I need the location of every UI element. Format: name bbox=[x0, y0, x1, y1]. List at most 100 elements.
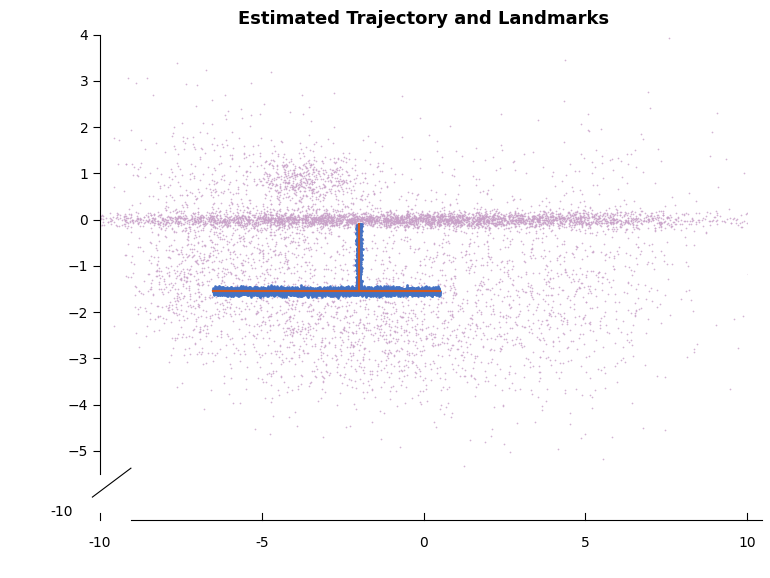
Point bbox=[336, 242, 348, 251]
Point bbox=[274, 233, 286, 242]
Point bbox=[310, 206, 323, 216]
Point bbox=[664, 310, 676, 319]
Point bbox=[533, 368, 545, 377]
Point bbox=[458, 371, 470, 380]
Point bbox=[322, 213, 334, 222]
Point bbox=[373, 216, 386, 225]
Point bbox=[500, 234, 513, 243]
Point bbox=[450, 253, 462, 262]
Point bbox=[187, 325, 199, 335]
Point bbox=[500, 291, 513, 301]
Point bbox=[310, 187, 322, 197]
Point bbox=[402, 362, 414, 372]
Point bbox=[432, 217, 444, 227]
Point bbox=[357, 362, 370, 371]
Point bbox=[261, 256, 273, 265]
Point bbox=[343, 183, 355, 192]
Point bbox=[179, 268, 191, 277]
Point bbox=[286, 180, 298, 190]
Point bbox=[448, 206, 460, 216]
Point bbox=[392, 335, 404, 344]
Point bbox=[142, 209, 154, 218]
Point bbox=[311, 204, 323, 213]
Point bbox=[231, 262, 243, 271]
Point bbox=[302, 215, 314, 224]
Point bbox=[293, 353, 305, 362]
Point bbox=[472, 219, 484, 228]
Point bbox=[614, 223, 627, 232]
Point bbox=[340, 317, 353, 327]
Point bbox=[606, 209, 618, 218]
Point bbox=[428, 418, 440, 427]
Point bbox=[413, 214, 426, 224]
Point bbox=[200, 65, 213, 75]
Point bbox=[241, 203, 253, 212]
Point bbox=[511, 272, 524, 281]
Point bbox=[305, 211, 317, 220]
Point bbox=[432, 215, 444, 224]
Point bbox=[430, 309, 443, 318]
Point bbox=[556, 240, 568, 249]
Point bbox=[494, 214, 507, 224]
Point bbox=[278, 308, 290, 317]
Point bbox=[361, 214, 373, 223]
Point bbox=[482, 284, 494, 293]
Point bbox=[506, 216, 518, 225]
Point bbox=[567, 213, 579, 223]
Point bbox=[191, 193, 203, 202]
Point bbox=[393, 357, 406, 366]
Point bbox=[422, 323, 434, 332]
Point bbox=[556, 219, 568, 228]
Point bbox=[706, 216, 718, 225]
Point bbox=[343, 312, 356, 321]
Point bbox=[696, 215, 708, 224]
Point bbox=[226, 209, 239, 218]
Point bbox=[319, 334, 331, 343]
Point bbox=[413, 113, 426, 122]
Point bbox=[575, 216, 588, 225]
Point bbox=[436, 216, 448, 225]
Point bbox=[387, 214, 400, 223]
Point bbox=[434, 213, 447, 222]
Point bbox=[439, 220, 451, 229]
Point bbox=[512, 217, 524, 227]
Point bbox=[288, 269, 300, 278]
Point bbox=[594, 222, 607, 231]
Point bbox=[417, 223, 429, 232]
Point bbox=[496, 218, 508, 228]
Point bbox=[214, 344, 226, 354]
Point bbox=[413, 398, 426, 407]
Point bbox=[467, 209, 479, 218]
Point bbox=[442, 216, 454, 225]
Point bbox=[487, 215, 500, 224]
Point bbox=[132, 208, 145, 217]
Point bbox=[330, 177, 342, 186]
Point bbox=[556, 218, 568, 228]
Point bbox=[439, 221, 451, 230]
Point bbox=[188, 297, 200, 306]
Point bbox=[293, 197, 305, 206]
Point bbox=[424, 221, 436, 230]
Point bbox=[181, 134, 193, 143]
Point bbox=[591, 214, 603, 223]
Point bbox=[413, 210, 425, 220]
Point bbox=[313, 313, 326, 322]
Point bbox=[286, 211, 298, 220]
Point bbox=[293, 183, 306, 192]
Point bbox=[374, 321, 387, 331]
Point bbox=[430, 136, 443, 146]
Point bbox=[532, 115, 544, 124]
Point bbox=[431, 210, 444, 219]
Point bbox=[578, 217, 590, 226]
Point bbox=[397, 215, 409, 224]
Point bbox=[437, 250, 450, 259]
Point bbox=[387, 212, 399, 221]
Point bbox=[373, 216, 386, 225]
Point bbox=[237, 255, 249, 264]
Point bbox=[489, 370, 501, 380]
Point bbox=[189, 217, 202, 227]
Point bbox=[204, 312, 216, 321]
Point bbox=[149, 215, 162, 224]
Point bbox=[394, 219, 407, 228]
Point bbox=[391, 401, 403, 410]
